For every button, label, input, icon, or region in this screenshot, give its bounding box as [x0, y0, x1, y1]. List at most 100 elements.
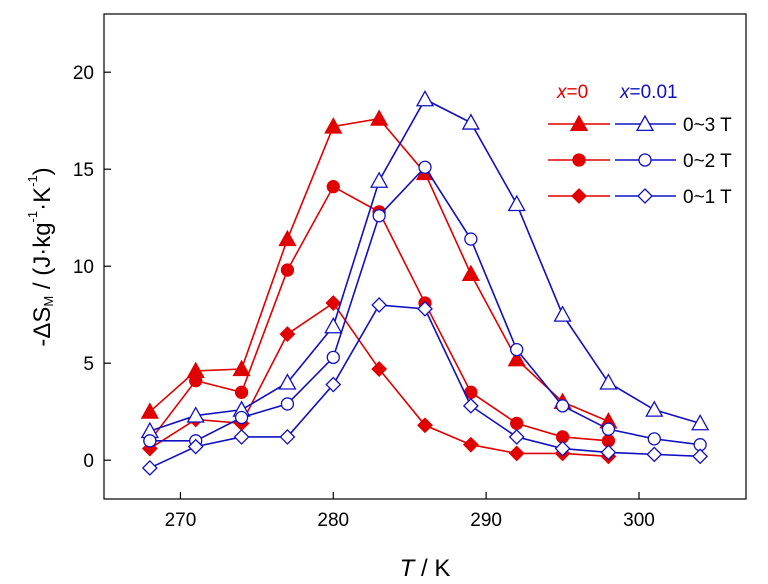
data-point-4-3 — [280, 397, 295, 411]
data-point-0-0 — [140, 402, 159, 419]
data-point-2-3 — [279, 326, 296, 343]
data-point-5-11 — [646, 446, 663, 463]
legend-group-eq-0: =0 — [567, 82, 589, 103]
data-point-3-1 — [186, 406, 205, 423]
data-point-1-2 — [234, 385, 249, 399]
data-point-5-9 — [554, 440, 571, 457]
legend-group-label-1: x=0.01 — [619, 82, 678, 103]
data-point-4-7 — [464, 232, 478, 246]
data-point-4-4 — [326, 350, 340, 365]
y-axis-unit: / (J·kg — [29, 222, 56, 295]
series-4 — [143, 160, 707, 452]
y-axis-exp1: -1 — [25, 211, 40, 223]
data-point-2-6 — [417, 417, 433, 434]
data-point-5-5 — [371, 297, 388, 313]
y-tick-label-4: 20 — [73, 63, 94, 84]
data-point-0-3 — [278, 229, 297, 247]
y-axis-mid: ·K — [29, 187, 56, 211]
data-point-3-6 — [415, 90, 435, 107]
x-tick-label-3: 300 — [623, 510, 655, 531]
legend: x=0 x=0.010~3 T0~2 T0~1 T — [548, 82, 732, 208]
x-axis-title: T / K — [400, 555, 451, 582]
data-point-0-4 — [324, 117, 343, 134]
y-axis-subscript: M — [41, 296, 56, 307]
data-point-0-2 — [232, 359, 251, 377]
series-line-1 — [149, 185, 609, 442]
data-point-3-10 — [599, 373, 618, 390]
y-axis-close: ) — [29, 167, 56, 175]
data-point-0-7 — [461, 264, 480, 282]
series-1 — [143, 180, 616, 448]
data-point-5-12 — [692, 448, 709, 465]
data-point-3-11 — [645, 400, 664, 417]
legend-marker-red-2 — [571, 188, 587, 204]
data-point-3-9 — [553, 305, 572, 322]
series-2 — [141, 295, 617, 465]
data-point-3-7 — [461, 113, 480, 130]
data-point-1-1 — [189, 374, 203, 388]
data-point-5-2 — [233, 429, 250, 445]
series-line-3 — [149, 98, 701, 432]
x-tick-label-0: 270 — [165, 510, 197, 531]
data-point-5-0 — [141, 460, 158, 476]
data-point-1-3 — [280, 263, 295, 277]
data-point-4-0 — [143, 434, 157, 448]
legend-label-1: 0~2 T — [683, 151, 732, 172]
data-point-4-8 — [510, 342, 524, 357]
legend-label-0: 0~3 T — [683, 115, 732, 136]
legend-label-2: 0~1 T — [683, 187, 732, 208]
legend-group-eq-1: =0.01 — [630, 82, 678, 103]
legend-marker-blue-1 — [638, 153, 652, 167]
series-5 — [141, 297, 709, 476]
plot-frame — [103, 13, 747, 500]
data-point-0-8 — [507, 349, 526, 367]
data-point-2-5 — [371, 361, 388, 377]
x-axis-unit: / K — [414, 555, 450, 582]
data-point-2-4 — [325, 295, 342, 311]
y-tick-label-2: 10 — [73, 257, 94, 278]
series-group — [140, 90, 710, 476]
data-point-4-2 — [234, 410, 249, 425]
x-tick-label-2: 290 — [470, 510, 502, 531]
data-point-5-10 — [600, 444, 617, 461]
y-axis-symbol: S — [29, 307, 56, 323]
legend-group-var-0: x — [556, 82, 568, 103]
data-point-3-8 — [507, 194, 526, 212]
y-axis-title: -ΔSM / (J·kg-1·K-1) — [25, 167, 56, 346]
x-tick-label-1: 280 — [317, 510, 349, 531]
data-point-3-3 — [278, 373, 297, 390]
data-point-4-9 — [555, 399, 570, 413]
legend-marker-blue-0 — [635, 114, 655, 132]
y-axis-prefix: - — [29, 339, 56, 347]
data-point-2-8 — [508, 445, 525, 462]
y-tick-label-0: 0 — [83, 451, 94, 472]
data-point-4-6 — [418, 160, 432, 174]
data-point-1-4 — [326, 180, 340, 194]
y-axis-exp2: -1 — [25, 175, 40, 187]
x-axis-symbol: T — [400, 555, 417, 582]
legend-marker-red-1 — [572, 153, 586, 167]
data-point-3-12 — [691, 414, 710, 431]
data-point-2-7 — [462, 436, 479, 453]
data-point-4-5 — [372, 209, 386, 223]
axis-ticks: 270 280 290 300 0 5 10 15 20 — [73, 63, 655, 531]
data-point-5-6 — [417, 300, 433, 317]
data-point-5-8 — [508, 429, 525, 445]
legend-marker-blue-2 — [637, 188, 653, 204]
data-point-3-4 — [324, 317, 343, 334]
series-0 — [140, 109, 618, 429]
legend-group-label-0: x=0 — [556, 82, 588, 103]
data-point-5-3 — [279, 429, 296, 445]
data-point-5-4 — [325, 376, 342, 393]
data-point-5-1 — [187, 438, 204, 455]
y-axis-delta: Δ — [29, 323, 56, 339]
data-point-0-5 — [370, 109, 389, 126]
data-point-5-7 — [462, 397, 479, 414]
data-point-1-8 — [510, 416, 524, 430]
data-point-3-5 — [370, 171, 389, 188]
series-line-5 — [149, 304, 701, 469]
series-3 — [140, 90, 710, 439]
legend-marker-red-0 — [569, 114, 589, 132]
data-point-4-11 — [647, 432, 661, 446]
